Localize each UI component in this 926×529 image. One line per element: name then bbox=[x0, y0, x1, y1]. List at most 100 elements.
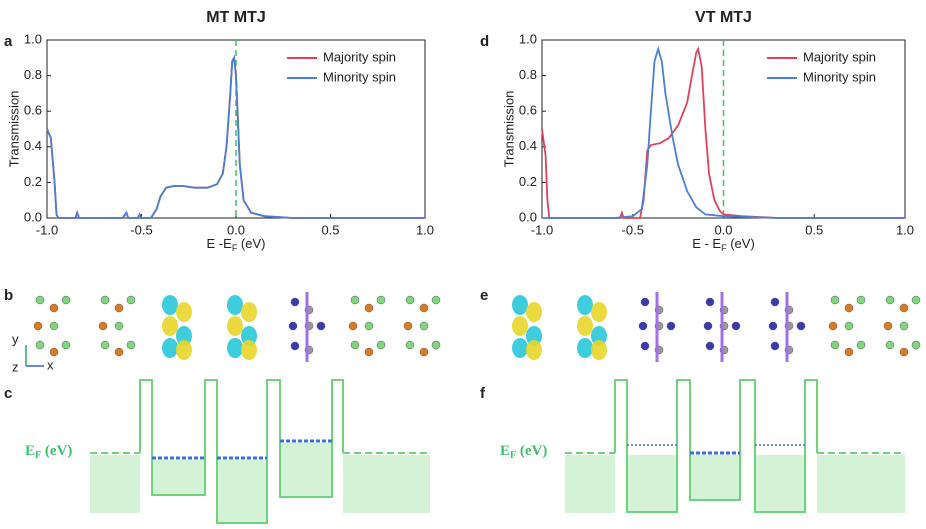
atom bbox=[666, 321, 676, 331]
series-line bbox=[542, 45, 905, 219]
atom bbox=[419, 321, 429, 331]
atom bbox=[126, 340, 136, 350]
y-tick-label: 1.0 bbox=[519, 31, 537, 46]
x-tick-label: 1.0 bbox=[416, 222, 434, 237]
axis-triad: y z x bbox=[12, 331, 54, 374]
band-fill bbox=[755, 455, 805, 512]
y-tick-label: 0.6 bbox=[24, 103, 42, 118]
orbital bbox=[526, 340, 542, 360]
chart-title: MT MTJ bbox=[206, 9, 266, 26]
y-tick-label: 0.4 bbox=[519, 138, 537, 153]
orbital bbox=[526, 326, 542, 346]
orbital bbox=[577, 338, 593, 358]
axis-letter: y bbox=[12, 331, 19, 346]
x-axis-label: E - EF (eV) bbox=[692, 236, 755, 253]
x-tick-label: -1.0 bbox=[531, 222, 553, 237]
atom bbox=[114, 347, 124, 357]
atom bbox=[100, 295, 110, 305]
atom bbox=[403, 321, 413, 331]
axis-letter: x bbox=[47, 357, 54, 372]
atom bbox=[705, 297, 715, 307]
orbital bbox=[176, 340, 192, 360]
y-axis-label: Transmission bbox=[6, 91, 21, 168]
orbital bbox=[162, 338, 178, 358]
structure-column bbox=[162, 295, 192, 360]
atom bbox=[350, 340, 360, 350]
atom bbox=[350, 295, 360, 305]
x-label-part: E - E bbox=[692, 236, 721, 251]
orbital bbox=[241, 326, 257, 346]
atom bbox=[35, 295, 45, 305]
atom bbox=[348, 321, 358, 331]
atom bbox=[405, 295, 415, 305]
atom bbox=[640, 341, 650, 351]
orbital bbox=[577, 316, 593, 336]
x-label-part: (eV) bbox=[237, 236, 265, 251]
y-tick-label: 0.2 bbox=[24, 174, 42, 189]
atom bbox=[883, 321, 893, 331]
atom bbox=[856, 295, 866, 305]
structure-column bbox=[638, 292, 676, 362]
x-tick-label: -0.5 bbox=[622, 222, 644, 237]
band-diagram-c bbox=[90, 379, 430, 524]
legend-label: Majority spin bbox=[803, 49, 876, 64]
legend-label: Minority spin bbox=[323, 69, 396, 84]
panel-label: f bbox=[480, 385, 486, 402]
orbital bbox=[512, 316, 528, 336]
orbital bbox=[241, 340, 257, 360]
atom bbox=[288, 321, 298, 331]
structure-column bbox=[33, 295, 71, 357]
band-fill bbox=[343, 455, 430, 513]
atom bbox=[844, 321, 854, 331]
orbital bbox=[577, 295, 593, 315]
atom bbox=[61, 340, 71, 350]
x-tick-label: 1.0 bbox=[896, 222, 914, 237]
x-label-part: E -E bbox=[207, 236, 233, 251]
band-fill bbox=[690, 455, 740, 500]
structure-column bbox=[512, 295, 542, 360]
orbital bbox=[162, 316, 178, 336]
structure-column bbox=[348, 295, 386, 357]
band-fill bbox=[90, 455, 140, 513]
y-tick-label: 0.2 bbox=[519, 174, 537, 189]
y-axis-label: Transmission bbox=[501, 91, 516, 168]
orbital bbox=[591, 302, 607, 322]
atom bbox=[830, 340, 840, 350]
atom bbox=[61, 295, 71, 305]
atom bbox=[844, 347, 854, 357]
y-tick-label: 1.0 bbox=[24, 31, 42, 46]
atom bbox=[828, 321, 838, 331]
structure-column bbox=[98, 295, 136, 357]
y-tick-label: 0.0 bbox=[519, 209, 537, 224]
structure-column bbox=[703, 292, 741, 362]
band-edge bbox=[139, 379, 344, 524]
band-fill bbox=[627, 455, 677, 512]
atom bbox=[114, 321, 124, 331]
atom bbox=[49, 321, 59, 331]
atom bbox=[290, 341, 300, 351]
x-axis-label: E -EF (eV) bbox=[207, 236, 266, 253]
atom bbox=[768, 321, 778, 331]
x-label-part: (eV) bbox=[727, 236, 755, 251]
atom bbox=[640, 297, 650, 307]
atom bbox=[796, 321, 806, 331]
band-diagram-f bbox=[565, 379, 905, 513]
orbital bbox=[227, 338, 243, 358]
orbital bbox=[591, 326, 607, 346]
atom bbox=[885, 340, 895, 350]
atom bbox=[705, 341, 715, 351]
structure-column bbox=[227, 295, 257, 360]
orbital bbox=[241, 302, 257, 322]
y-tick-label: 0.6 bbox=[519, 103, 537, 118]
atom bbox=[35, 340, 45, 350]
atom bbox=[638, 321, 648, 331]
y-tick-label: 0.8 bbox=[519, 67, 537, 82]
panel-label: d bbox=[480, 33, 489, 50]
panel-label: a bbox=[4, 33, 13, 50]
x-tick-label: 0.0 bbox=[227, 222, 245, 237]
x-label-sub: F bbox=[232, 243, 238, 253]
atom bbox=[364, 321, 374, 331]
atom bbox=[364, 303, 374, 313]
panel-label: e bbox=[480, 287, 488, 304]
